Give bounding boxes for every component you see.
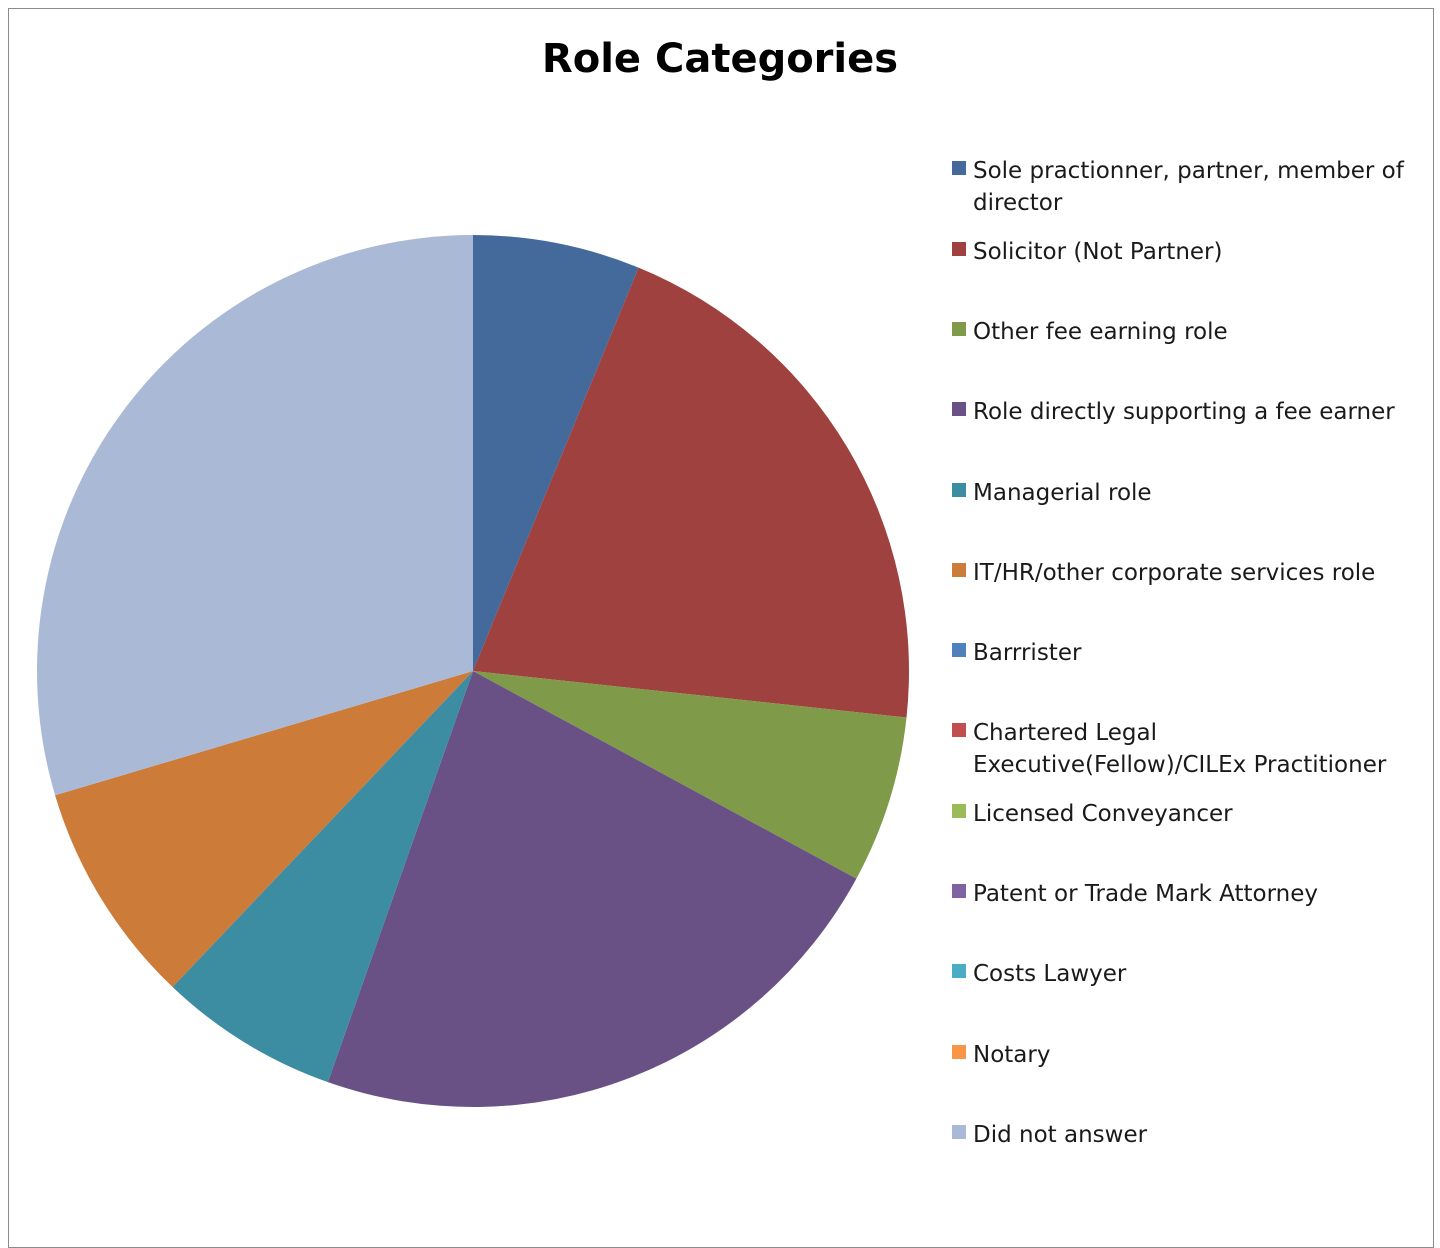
legend-label: Sole practionner, partner, member of dir…: [973, 158, 1404, 216]
legend-label: Chartered Legal Executive(Fellow)/CILEx …: [973, 720, 1387, 778]
legend-item: Barrrister: [952, 637, 1422, 669]
legend-swatch: [952, 563, 966, 577]
legend-swatch: [952, 804, 966, 818]
legend-item: Managerial role: [952, 477, 1422, 509]
legend-swatch: [952, 1125, 966, 1139]
legend-label: Other fee earning role: [973, 319, 1228, 345]
pie-slice-5: [55, 671, 473, 987]
legend-item: Patent or Trade Mark Attorney: [952, 878, 1422, 910]
legend-item: Licensed Conveyancer: [952, 798, 1422, 830]
pie-slice-1: [473, 267, 910, 718]
legend-swatch: [952, 483, 966, 497]
legend-label: Barrrister: [973, 640, 1082, 666]
legend-item: Other fee earning role: [952, 316, 1422, 348]
pie-slice-3: [327, 671, 857, 1107]
legend-item: Costs Lawyer: [952, 958, 1422, 990]
pie-slice-2: [473, 671, 907, 879]
legend-swatch: [952, 242, 966, 256]
pie-slice-12: [36, 235, 474, 796]
legend-item: Solicitor (Not Partner): [952, 236, 1422, 268]
legend-label: Patent or Trade Mark Attorney: [973, 881, 1318, 907]
legend-label: Licensed Conveyancer: [973, 801, 1233, 827]
legend-item: Chartered Legal Executive(Fellow)/CILEx …: [952, 717, 1422, 781]
legend-swatch: [952, 402, 966, 416]
legend-swatch: [952, 643, 966, 657]
legend-item: Notary: [952, 1039, 1422, 1071]
legend-label: Managerial role: [973, 480, 1152, 506]
legend-swatch: [952, 322, 966, 336]
legend-swatch: [952, 1045, 966, 1059]
legend-swatch: [952, 723, 966, 737]
pie-slice-4: [172, 671, 474, 1083]
legend-swatch: [952, 964, 966, 978]
legend-item: IT/HR/other corporate services role: [952, 557, 1422, 589]
legend-item: Role directly supporting a fee earner: [952, 396, 1422, 428]
legend-label: Did not answer: [973, 1122, 1148, 1148]
legend-label: Notary: [973, 1042, 1051, 1068]
legend-item: Did not answer: [952, 1119, 1422, 1151]
chart-title: Role Categories: [541, 36, 899, 82]
legend-label: Costs Lawyer: [973, 961, 1127, 987]
legend-label: Solicitor (Not Partner): [973, 239, 1223, 265]
legend-swatch: [952, 884, 966, 898]
pie-slice-0: [473, 235, 639, 671]
legend-item: Sole practionner, partner, member of dir…: [952, 155, 1422, 219]
legend-label: Role directly supporting a fee earner: [973, 399, 1395, 425]
legend-swatch: [952, 161, 966, 175]
legend-label: IT/HR/other corporate services role: [973, 560, 1376, 586]
